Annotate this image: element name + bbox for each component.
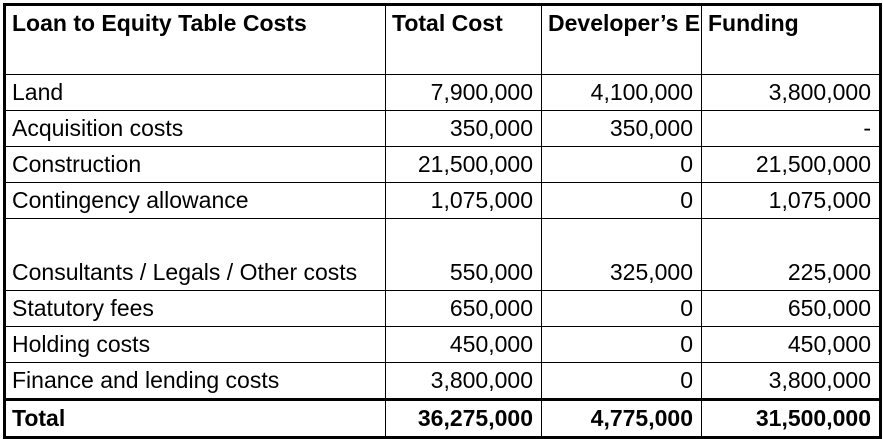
table-row: Finance and lending costs 3,800,000 0 3,… [4, 362, 881, 400]
total-cost-cell: 550,000 [385, 218, 542, 291]
table-row: Acquisition costs 350,000 350,000 - [4, 110, 881, 147]
total-label: Total [4, 398, 386, 438]
funding-cell: 1,075,000 [701, 182, 881, 219]
total-cost-total: 36,275,000 [385, 398, 542, 438]
equity-cell: 0 [541, 326, 702, 363]
equity-cell: 0 [541, 362, 702, 400]
table-row: Holding costs 450,000 0 450,000 [4, 326, 881, 363]
table-row: Consultants / Legals / Other costs 550,0… [4, 218, 881, 291]
total-cost-cell: 21,500,000 [385, 146, 542, 183]
row-label: Acquisition costs [4, 110, 386, 147]
header-row: Loan to Equity Table Costs Total Cost De… [4, 4, 881, 75]
funding-cell: 225,000 [701, 218, 881, 291]
row-label: Land [4, 74, 386, 111]
funding-cell: 3,800,000 [701, 74, 881, 111]
total-cost-cell: 1,075,000 [385, 182, 542, 219]
total-row: Total 36,275,000 4,775,000 31,500,000 [4, 398, 881, 438]
table-row: Construction 21,500,000 0 21,500,000 [4, 146, 881, 183]
equity-cell: 0 [541, 182, 702, 219]
funding-cell: 21,500,000 [701, 146, 881, 183]
funding-cell: 650,000 [701, 290, 881, 327]
row-label: Contingency allowance [4, 182, 386, 219]
total-cost-cell: 450,000 [385, 326, 542, 363]
row-label: Statutory fees [4, 290, 386, 327]
total-cost-cell: 350,000 [385, 110, 542, 147]
funding-cell: - [701, 110, 881, 147]
loan-to-equity-table: Loan to Equity Table Costs Total Cost De… [3, 3, 882, 439]
total-cost-cell: 650,000 [385, 290, 542, 327]
equity-cell: 0 [541, 290, 702, 327]
header-costs: Loan to Equity Table Costs [4, 4, 386, 75]
row-label: Construction [4, 146, 386, 183]
table-row: Contingency allowance 1,075,000 0 1,075,… [4, 182, 881, 219]
table-row: Land 7,900,000 4,100,000 3,800,000 [4, 74, 881, 111]
equity-cell: 325,000 [541, 218, 702, 291]
table-row: Statutory fees 650,000 0 650,000 [4, 290, 881, 327]
row-label: Finance and lending costs [4, 362, 386, 400]
header-developers-equity: Developer’s Equity [541, 4, 702, 75]
header-funding: Funding [701, 4, 881, 75]
row-label: Consultants / Legals / Other costs [4, 218, 386, 291]
header-total-cost: Total Cost [385, 4, 542, 75]
equity-cell: 350,000 [541, 110, 702, 147]
funding-total: 31,500,000 [701, 398, 881, 438]
funding-cell: 450,000 [701, 326, 881, 363]
equity-cell: 0 [541, 146, 702, 183]
total-cost-cell: 7,900,000 [385, 74, 542, 111]
equity-cell: 4,100,000 [541, 74, 702, 111]
equity-total: 4,775,000 [541, 398, 702, 438]
funding-cell: 3,800,000 [701, 362, 881, 400]
row-label: Holding costs [4, 326, 386, 363]
total-cost-cell: 3,800,000 [385, 362, 542, 400]
